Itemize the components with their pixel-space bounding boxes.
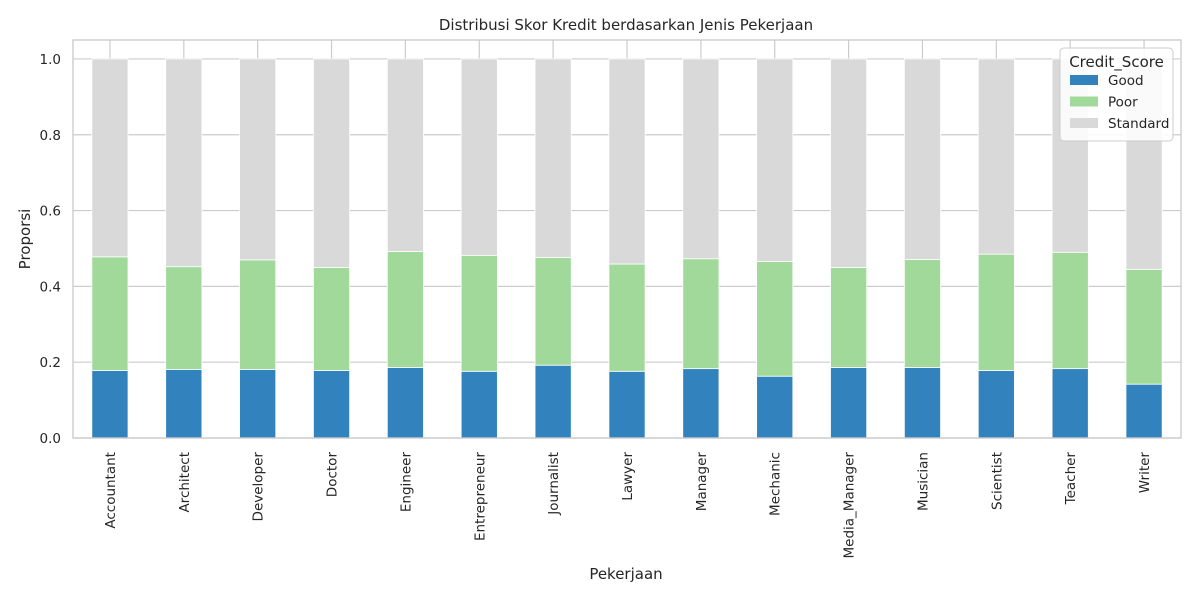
y-axis-label: Proporsi (16, 209, 34, 270)
bar-good-writer (1125, 383, 1163, 439)
x-tick-label: Teacher (1063, 452, 1079, 506)
x-tick-label: Scientist (989, 452, 1005, 510)
legend-title: Credit_Score (1069, 53, 1164, 72)
x-tick-label: Developer (251, 452, 267, 522)
bar-good-scientist (977, 370, 1015, 439)
legend-swatch-standard (1070, 118, 1098, 128)
bar-standard-doctor (313, 58, 351, 268)
bar-poor-architect (165, 266, 203, 370)
bar-standard-manager (682, 58, 720, 260)
bar-good-musician (903, 367, 941, 439)
x-tick-label: Lawyer (620, 452, 636, 501)
bar-good-developer (239, 368, 277, 439)
legend-label-standard: Standard (1108, 116, 1169, 132)
y-tick-label: 1.0 (40, 52, 61, 68)
bar-standard-engineer (386, 58, 424, 252)
x-tick-label: Engineer (398, 452, 414, 513)
bar-good-accountant (91, 370, 129, 439)
bar-standard-scientist (977, 58, 1015, 255)
plot-frame (72, 39, 1182, 439)
x-tick-label: Entrepreneur (472, 452, 488, 541)
bar-good-lawyer (608, 370, 646, 439)
legend-label-poor: Poor (1108, 95, 1138, 111)
bar-poor-developer (239, 259, 277, 370)
bar-poor-engineer (386, 251, 424, 368)
bar-standard-developer (239, 58, 277, 261)
bar-good-mechanic (756, 375, 794, 439)
bar-poor-lawyer (608, 263, 646, 372)
bar-good-journalist (534, 364, 572, 439)
y-tick-label: 0.6 (40, 204, 61, 220)
bar-poor-writer (1125, 268, 1163, 385)
x-tick-label: Mechanic (768, 452, 784, 516)
bar-standard-lawyer (608, 58, 646, 265)
legend-swatch-good (1070, 75, 1098, 85)
bar-good-manager (682, 368, 720, 439)
bar-standard-architect (165, 58, 203, 268)
bar-standard-mechanic (756, 58, 794, 262)
bar-good-entrepreneur (460, 370, 498, 439)
bar-poor-media-manager (830, 267, 868, 368)
bar-poor-teacher (1051, 251, 1089, 370)
bar-good-teacher (1051, 368, 1089, 439)
bar-good-architect (165, 368, 203, 439)
bar-good-media-manager (830, 367, 868, 439)
bar-poor-scientist (977, 253, 1015, 371)
bar-good-doctor (313, 370, 351, 439)
bar-standard-media-manager (830, 58, 868, 268)
x-tick-label: Writer (1137, 452, 1153, 494)
x-tick-label: Architect (177, 452, 193, 513)
y-tick-label: 0.0 (40, 431, 61, 447)
x-tick-label: Journalist (546, 452, 562, 516)
bar-standard-accountant (91, 58, 129, 258)
x-tick-label: Doctor (325, 452, 341, 498)
bar-poor-musician (903, 259, 941, 368)
x-axis-label: Pekerjaan (589, 565, 662, 583)
bar-good-engineer (386, 367, 424, 439)
y-tick-label: 0.2 (40, 355, 61, 371)
bar-poor-accountant (91, 256, 129, 371)
bar-poor-entrepreneur (460, 254, 498, 372)
bar-poor-mechanic (756, 260, 794, 377)
chart-title: Distribusi Skor Kredit berdasarkan Jenis… (439, 16, 813, 34)
plot-area: 0.0 0.2 0.4 0.6 0.8 1.0 Accountant Architect Dev… (40, 39, 1182, 559)
y-tick-label: 0.8 (40, 128, 61, 144)
x-tick-label: Media_Manager (842, 452, 858, 559)
bar-standard-entrepreneur (460, 58, 498, 256)
bar-poor-doctor (313, 267, 351, 371)
bar-standard-journalist (534, 58, 572, 258)
legend-swatch-poor (1070, 96, 1098, 107)
x-tick-label: Accountant (103, 452, 119, 529)
bar-poor-journalist (534, 257, 572, 366)
bar-poor-manager (682, 258, 720, 370)
x-tick-label: Manager (694, 452, 710, 512)
x-tick-label: Musician (915, 452, 931, 511)
bar-standard-musician (903, 58, 941, 260)
legend-box (1059, 47, 1174, 142)
y-tick-label: 0.4 (40, 279, 61, 295)
legend-label-good: Good (1108, 73, 1144, 89)
